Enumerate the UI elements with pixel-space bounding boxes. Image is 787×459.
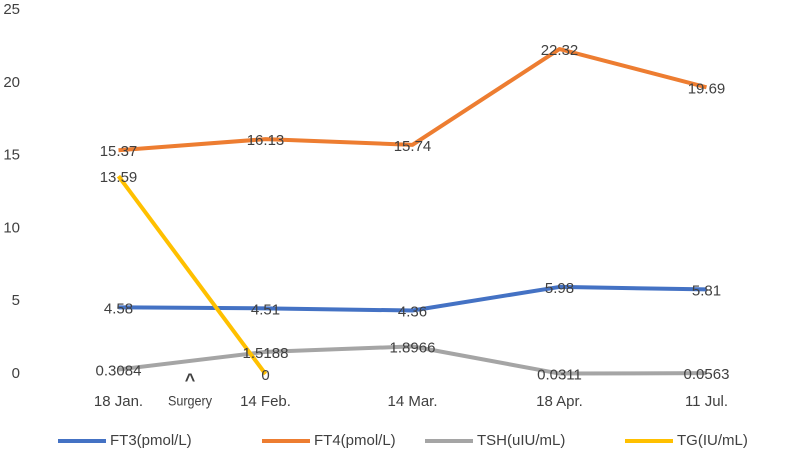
data-label: 22.32: [541, 42, 579, 59]
y-tick-label: 10: [3, 219, 20, 236]
x-tick-label: 11 Jul.: [685, 393, 728, 410]
y-tick-label: 5: [12, 292, 20, 309]
data-label: 16.13: [247, 132, 285, 149]
series-line: [118, 47, 708, 153]
series-line: [116, 174, 268, 376]
data-label: 0.0311: [537, 367, 582, 384]
data-label: 5.98: [545, 280, 574, 297]
legend-label: FT3(pmol/L): [110, 432, 192, 449]
legend-label: FT4(pmol/L): [314, 432, 396, 449]
y-tick-label: 0: [12, 365, 20, 382]
data-label: 0.3084: [96, 362, 142, 379]
x-tick-label: 14 Mar.: [387, 393, 437, 410]
data-label: 13.59: [100, 169, 138, 186]
annotation: Surgery: [168, 393, 212, 409]
data-label: 15.37: [100, 143, 138, 160]
data-label: 1.5188: [243, 345, 289, 362]
x-tick-label: 18 Apr.: [536, 393, 583, 410]
x-tick-label: 14 Feb.: [240, 393, 291, 410]
data-label: 5.81: [692, 282, 721, 299]
data-label: 15.74: [394, 138, 432, 155]
series-line: [118, 344, 707, 376]
y-tick-label: 25: [3, 1, 20, 18]
data-label: 19.69: [688, 80, 726, 97]
annotation-marker: ^: [185, 370, 196, 390]
legend-label: TSH(uIU/mL): [477, 432, 565, 449]
data-label: 0: [261, 367, 269, 384]
data-label: 0.0563: [684, 366, 730, 383]
y-tick-label: 15: [3, 147, 20, 164]
data-label: 4.58: [104, 300, 133, 317]
y-tick-label: 20: [3, 74, 20, 91]
data-label: 4.51: [251, 301, 280, 318]
legend-label: TG(IU/mL): [677, 432, 748, 449]
data-label: 1.8966: [390, 339, 436, 356]
x-tick-label: 18 Jan.: [94, 393, 143, 410]
data-label: 4.36: [398, 303, 427, 320]
